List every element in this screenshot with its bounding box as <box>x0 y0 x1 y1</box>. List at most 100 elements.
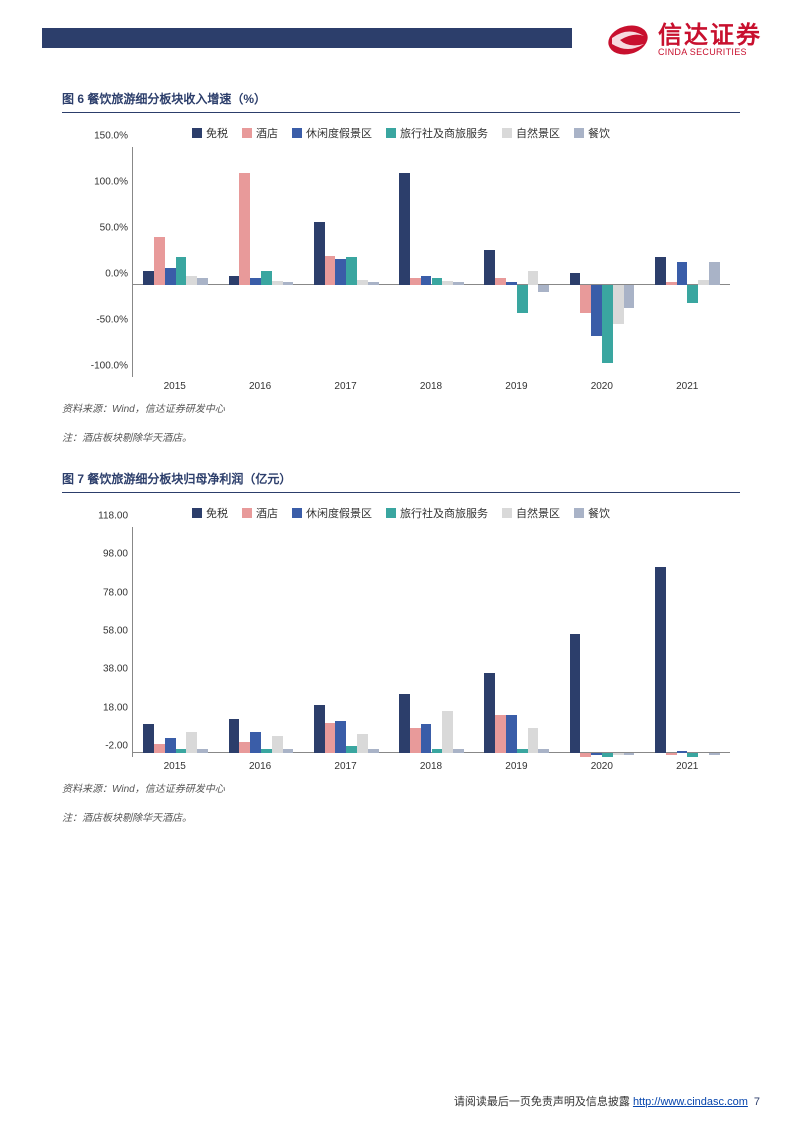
chart-bar <box>624 753 635 755</box>
legend-item: 旅行社及商旅服务 <box>386 125 488 141</box>
chart-bar <box>432 278 443 285</box>
chart-bar <box>272 281 283 285</box>
chart-bar <box>506 282 517 285</box>
legend-swatch <box>386 508 396 518</box>
legend-item: 餐饮 <box>574 505 610 521</box>
chart-bar <box>314 705 325 753</box>
chart-bar <box>580 753 591 757</box>
chart-bar <box>591 753 602 755</box>
x-label: 2017 <box>303 757 388 772</box>
chart-bar <box>154 744 165 754</box>
x-label: 2019 <box>474 757 559 772</box>
page-footer: 请阅读最后一页免责声明及信息披露 http://www.cindasc.com7 <box>454 1093 760 1109</box>
chart-bar <box>357 734 368 753</box>
x-label: 2019 <box>474 377 559 392</box>
chart-bar <box>165 268 176 285</box>
logo-cn-text: 信达证券 <box>658 24 762 48</box>
x-label: 2018 <box>388 377 473 392</box>
chart-bar <box>357 280 368 285</box>
figure-6-plot <box>132 147 730 377</box>
chart-bar <box>335 721 346 754</box>
x-label: 2015 <box>132 377 217 392</box>
y-tick: 100.0% <box>94 177 128 188</box>
chart-bar <box>613 753 624 755</box>
chart-bar <box>410 728 421 753</box>
x-label: 2021 <box>645 377 730 392</box>
figure-6-source: 资料来源：Wind，信达证券研发中心 <box>62 400 740 415</box>
legend-item: 免税 <box>192 505 228 521</box>
legend-label: 免税 <box>206 125 228 141</box>
y-tick: 58.00 <box>103 626 128 637</box>
chart-bar <box>528 728 539 753</box>
chart-bar <box>239 742 250 754</box>
chart-bar <box>335 259 346 285</box>
figure-6: 图 6 餐饮旅游细分板块收入增速（%） 免税酒店休闲度假景区旅行社及商旅服务自然… <box>62 90 740 444</box>
legend-item: 免税 <box>192 125 228 141</box>
legend-item: 酒店 <box>242 505 278 521</box>
legend-label: 酒店 <box>256 125 278 141</box>
x-label: 2016 <box>217 757 302 772</box>
chart-bar <box>687 753 698 757</box>
figure-6-xaxis: 2015201620172018201920202021 <box>132 377 730 392</box>
x-label: 2021 <box>645 757 730 772</box>
y-tick: -100.0% <box>91 361 128 372</box>
x-label: 2016 <box>217 377 302 392</box>
logo-en-text: CINDA SECURITIES <box>658 48 762 57</box>
legend-swatch <box>292 128 302 138</box>
chart-bar <box>698 280 709 285</box>
figure-7-xaxis: 2015201620172018201920202021 <box>132 757 730 772</box>
chart-bar <box>261 271 272 285</box>
chart-bar <box>283 749 294 753</box>
legend-label: 旅行社及商旅服务 <box>400 505 488 521</box>
chart-bar <box>399 694 410 753</box>
chart-bar <box>325 256 336 285</box>
chart-bar <box>655 567 666 753</box>
chart-bar <box>709 753 720 755</box>
chart-bar <box>229 719 240 754</box>
chart-bar <box>484 673 495 754</box>
figure-6-title: 图 6 餐饮旅游细分板块收入增速（%） <box>62 92 266 106</box>
y-tick: 150.0% <box>94 131 128 142</box>
chart-bar <box>453 749 464 753</box>
legend-swatch <box>502 128 512 138</box>
legend-label: 餐饮 <box>588 125 610 141</box>
chart-bar <box>538 749 549 753</box>
legend-item: 餐饮 <box>574 125 610 141</box>
footer-link[interactable]: http://www.cindasc.com <box>633 1096 748 1108</box>
chart-bar <box>580 285 591 313</box>
legend-swatch <box>386 128 396 138</box>
chart-bar <box>410 278 421 285</box>
legend-item: 自然景区 <box>502 125 560 141</box>
chart-bar <box>453 282 464 285</box>
legend-swatch <box>502 508 512 518</box>
chart-bar <box>176 257 187 285</box>
figure-7: 图 7 餐饮旅游细分板块归母净利润（亿元） 免税酒店休闲度假景区 旅行社及商旅服务… <box>62 470 740 824</box>
legend-swatch <box>292 508 302 518</box>
chart-bar <box>655 257 666 285</box>
chart-bar <box>399 173 410 285</box>
figure-7-title: 图 7 餐饮旅游细分板块归母净利润（亿元） <box>62 472 291 486</box>
x-label: 2018 <box>388 757 473 772</box>
legend-item: 休闲度假景区 <box>292 505 372 521</box>
figure-7-source: 资料来源：Wind，信达证券研发中心 <box>62 780 740 795</box>
figure-7-plot <box>132 527 730 757</box>
chart-bar <box>165 738 176 753</box>
chart-bar <box>272 736 283 753</box>
legend-label: 免税 <box>206 505 228 521</box>
chart-bar <box>570 273 581 285</box>
chart-bar <box>143 724 154 753</box>
content: 图 6 餐饮旅游细分板块收入增速（%） 免税酒店休闲度假景区旅行社及商旅服务自然… <box>0 60 802 824</box>
figure-6-yaxis: -100.0%-50.0%0.0%50.0%100.0%150.0% <box>72 147 132 377</box>
logo-swirl-icon <box>606 18 650 62</box>
page-header: 信达证券 CINDA SECURITIES <box>0 0 802 60</box>
y-tick: 18.00 <box>103 702 128 713</box>
chart-bar <box>368 749 379 753</box>
chart-bar <box>613 285 624 324</box>
legend-item: 酒店 <box>242 125 278 141</box>
y-tick: 98.00 <box>103 549 128 560</box>
x-label: 2020 <box>559 377 644 392</box>
x-label: 2017 <box>303 377 388 392</box>
chart-bar <box>442 281 453 285</box>
legend-swatch <box>242 508 252 518</box>
chart-bar <box>325 723 336 754</box>
